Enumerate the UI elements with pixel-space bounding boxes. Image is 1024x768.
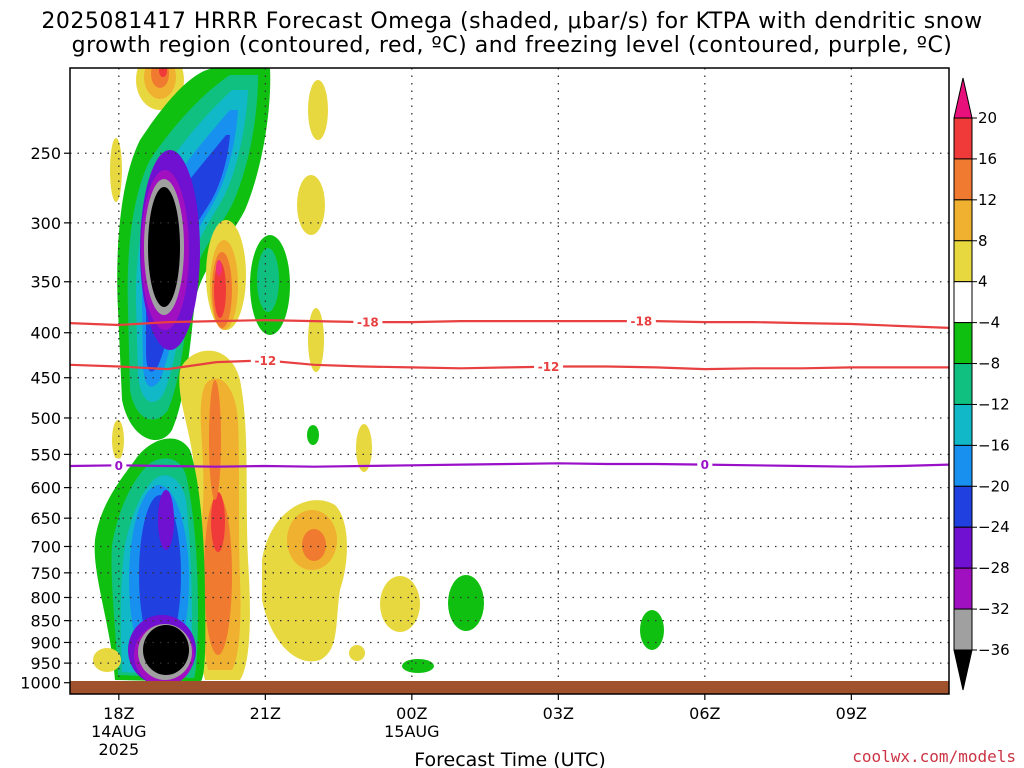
x-tick-label: 21Z [250,704,281,723]
omega-feature [308,308,324,372]
colorbar-label: 8 [978,232,988,250]
x-tick-label: 09Z [836,704,867,723]
colorbar-band [953,117,973,160]
omega-feature [402,659,434,673]
omega-feature [159,68,167,77]
y-tick-label: 500 [30,409,61,428]
x-tick-label: 18Z [103,704,134,723]
colorbar-label: −4 [978,314,1000,332]
y-tick-label: 650 [30,509,61,528]
y-tick-label: 400 [30,324,61,343]
contour-line [70,462,949,468]
x-tick-year-label: 2025 [98,740,139,759]
contour-label-bg [697,457,713,472]
contour-line [70,318,949,329]
contour-label-bg [534,359,564,374]
contour-label: -12 [538,360,560,374]
omega-feature [110,138,122,202]
contour-label-bg [626,314,656,329]
colorbar-label: −36 [978,641,1010,659]
colorbar-band [953,403,973,446]
contour-label: 0 [115,459,123,473]
x-axis-label: Forecast Time (UTC) [414,749,605,768]
colorbar-label: −32 [978,600,1010,618]
y-tick-label: 450 [30,369,61,388]
colorbar-band [953,199,973,242]
colorbar-label: −24 [978,518,1010,536]
colorbar-band [953,322,973,365]
omega-low-negative [94,438,206,686]
y-tick-label: 250 [30,144,61,163]
contour-label: 0 [701,458,709,472]
credit-text: coolwx.com/models [852,747,1016,766]
omega-feature [112,420,124,460]
y-tick-label: 1000 [20,674,61,693]
contour-label-bg [250,353,280,368]
y-tick-label: 300 [30,214,61,233]
contour-label: -18 [357,316,379,330]
omega-feature [297,175,325,235]
colorbar-band [953,608,973,651]
contour-label-bg [111,458,127,473]
chart-title-line2: growth region (contoured, red, ºC) and f… [71,33,953,58]
y-tick-label: 850 [30,612,61,631]
y-tick-label: 550 [30,445,61,464]
contour-labels: -18 -18 -12 -12 0 0 [111,314,713,473]
omega-feature [307,425,319,445]
y-tick-label: 600 [30,479,61,498]
colorbar-label: 16 [978,150,997,168]
colorbar-label: −12 [978,395,1010,413]
chart-title-line1: 2025081417 HRRR Forecast Omega (shaded, … [41,9,983,34]
omega-feature [640,610,664,650]
colorbar-label: 20 [978,109,997,127]
y-tick-label: 800 [30,588,61,607]
contour-label: -12 [254,354,276,368]
x-tick-label: 03Z [543,704,574,723]
colorbar-band [953,240,973,283]
y-tick-label: 750 [30,564,61,583]
colorbar-bottom-arrow [953,649,973,691]
colorbar-band [953,444,973,487]
x-tick-date-label: 14AUG [91,722,146,741]
y-tick-label: 350 [30,273,61,292]
colorbar-band [953,526,973,569]
omega-feature [257,248,279,312]
y-tick-label: 700 [30,537,61,556]
y-tick-label: 900 [30,633,61,652]
x-tick-date-label: 15AUG [384,722,439,741]
colorbar-label: −28 [978,559,1010,577]
colorbar-label: −20 [978,477,1010,495]
colorbar-band [953,281,973,324]
colorbar-band [953,363,973,405]
colorbar-band [953,485,973,528]
omega-feature [356,424,372,472]
colorbar-top-arrow [953,77,973,119]
ground-surface [70,681,949,694]
plot-frame [69,67,950,695]
contour-line [70,359,949,371]
x-tick-label: 06Z [689,704,720,723]
omega-upper-positive [206,220,246,330]
colorbar-band [953,158,973,201]
colorbar-label: −8 [978,355,1000,373]
colorbar-band [953,567,973,610]
y-tick-label: 950 [30,654,61,673]
temperature-contours [70,318,949,468]
colorbar-label: −16 [978,436,1010,454]
omega-feature [308,80,328,140]
contour-label-bg [353,315,383,330]
x-tick-label: 00Z [396,704,427,723]
y-axis: 250 300 350 400 450 500 550 600 650 700 750 800 850 9… [20,144,70,693]
colorbar-label: 12 [978,191,997,209]
colorbar: 20 16 12 8 4 −4 −8 −12 −16 −20 −24 −28 −32 −36 [953,77,1010,691]
colorbar-label: 4 [978,273,988,291]
omega-feature [448,575,484,631]
contour-label: -18 [631,315,653,329]
